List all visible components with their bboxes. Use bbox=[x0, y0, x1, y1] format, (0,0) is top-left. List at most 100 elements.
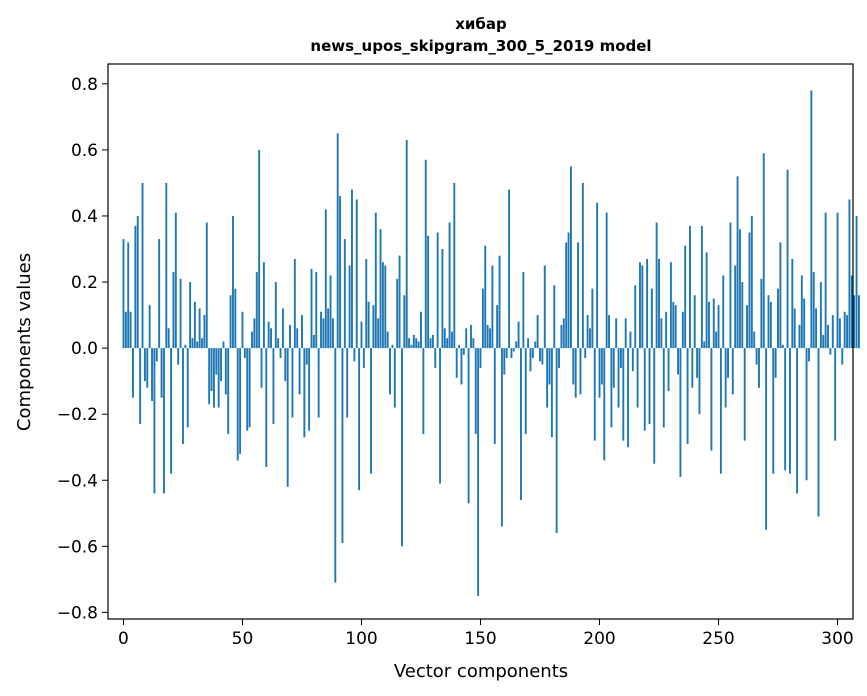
bar-140 bbox=[455, 348, 458, 378]
bar-259 bbox=[738, 229, 741, 349]
bar-25 bbox=[182, 348, 184, 444]
bar-125 bbox=[420, 311, 422, 349]
bar-229 bbox=[667, 348, 670, 392]
bar-195 bbox=[586, 315, 589, 349]
bar-147 bbox=[472, 338, 475, 349]
bar-217 bbox=[639, 262, 641, 349]
bar-281 bbox=[791, 258, 794, 349]
bar-251 bbox=[719, 348, 722, 474]
bar-126 bbox=[422, 348, 425, 434]
bar-6 bbox=[136, 215, 139, 349]
bar-303 bbox=[843, 311, 846, 349]
bar-130 bbox=[431, 334, 434, 349]
bar-150 bbox=[479, 348, 482, 368]
bar-1 bbox=[124, 311, 127, 349]
bar-133 bbox=[439, 348, 441, 484]
bar-279 bbox=[786, 169, 789, 349]
bar-88 bbox=[331, 318, 334, 349]
bar-161 bbox=[505, 348, 508, 359]
bar-136 bbox=[446, 338, 449, 349]
bar-237 bbox=[686, 348, 689, 444]
bar-143 bbox=[462, 348, 465, 355]
bar-29 bbox=[191, 338, 194, 349]
bar-10 bbox=[146, 348, 149, 388]
bar-55 bbox=[253, 318, 256, 349]
bar-155 bbox=[491, 265, 494, 349]
bar-268 bbox=[760, 278, 763, 349]
bar-99 bbox=[358, 348, 361, 491]
bar-267 bbox=[758, 348, 760, 388]
bar-169 bbox=[524, 348, 527, 434]
bar-50 bbox=[241, 311, 244, 349]
bar-89 bbox=[334, 348, 337, 583]
bar-107 bbox=[377, 318, 380, 349]
bar-290 bbox=[812, 272, 815, 349]
bar-285 bbox=[800, 275, 803, 349]
y-axis-label: Components values bbox=[14, 253, 35, 431]
bar-249 bbox=[715, 331, 718, 349]
bar-239 bbox=[691, 348, 694, 388]
bar-261 bbox=[743, 348, 746, 441]
bar-48 bbox=[236, 348, 239, 461]
bar-192 bbox=[579, 348, 582, 395]
bar-42 bbox=[222, 341, 225, 349]
bar-121 bbox=[410, 344, 413, 349]
chart-title-line2: news_upos_skipgram_300_5_2019 model bbox=[310, 37, 651, 55]
bar-4 bbox=[132, 348, 134, 398]
bar-165 bbox=[515, 341, 518, 349]
bar-264 bbox=[750, 215, 753, 349]
bar-233 bbox=[677, 348, 679, 375]
x-axis-label: Vector components bbox=[394, 661, 568, 682]
bar-238 bbox=[689, 225, 691, 349]
bar-106 bbox=[374, 212, 377, 349]
bar-226 bbox=[660, 318, 663, 349]
bar-32 bbox=[198, 308, 201, 349]
bar-254 bbox=[727, 348, 729, 378]
bar-278 bbox=[784, 348, 787, 471]
bar-187 bbox=[567, 232, 570, 349]
bar-149 bbox=[477, 348, 480, 596]
bar-141 bbox=[458, 344, 461, 349]
bar-81 bbox=[315, 272, 318, 349]
bar-73 bbox=[296, 328, 299, 349]
bar-160 bbox=[503, 348, 506, 375]
bar-159 bbox=[500, 348, 503, 527]
bar-289 bbox=[810, 90, 813, 349]
bar-71 bbox=[291, 348, 294, 418]
bar-246 bbox=[708, 301, 710, 349]
bar-221 bbox=[648, 348, 651, 425]
bar-212 bbox=[627, 348, 630, 448]
bar-76 bbox=[303, 348, 306, 438]
bar-101 bbox=[362, 348, 365, 368]
bar-190 bbox=[574, 348, 577, 398]
x-tick-label: 50 bbox=[232, 629, 254, 649]
bar-30 bbox=[193, 301, 196, 349]
bar-65 bbox=[277, 338, 280, 349]
bar-200 bbox=[598, 348, 601, 398]
bar-79 bbox=[310, 268, 313, 349]
bar-248 bbox=[712, 298, 715, 349]
bar-0 bbox=[122, 239, 125, 349]
bar-236 bbox=[684, 245, 687, 349]
bar-209 bbox=[619, 348, 622, 368]
bar-19 bbox=[167, 328, 170, 349]
bar-247 bbox=[710, 348, 713, 451]
bar-31 bbox=[196, 341, 199, 349]
bar-164 bbox=[512, 348, 515, 352]
bar-100 bbox=[360, 321, 363, 349]
bar-294 bbox=[822, 334, 825, 349]
bar-49 bbox=[239, 348, 242, 454]
bar-44 bbox=[227, 348, 230, 434]
bar-297 bbox=[829, 348, 832, 355]
x-tick-label: 250 bbox=[702, 629, 734, 649]
bar-228 bbox=[665, 311, 668, 349]
bar-110 bbox=[384, 265, 387, 349]
bar-305 bbox=[848, 199, 851, 349]
bar-104 bbox=[370, 348, 372, 474]
bar-26 bbox=[184, 344, 187, 349]
bar-115 bbox=[396, 278, 399, 349]
bar-269 bbox=[762, 153, 765, 349]
bar-250 bbox=[717, 305, 720, 349]
bar-181 bbox=[553, 285, 556, 349]
